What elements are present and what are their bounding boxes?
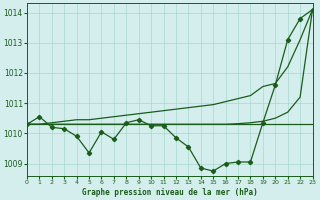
X-axis label: Graphe pression niveau de la mer (hPa): Graphe pression niveau de la mer (hPa) [82,188,258,197]
